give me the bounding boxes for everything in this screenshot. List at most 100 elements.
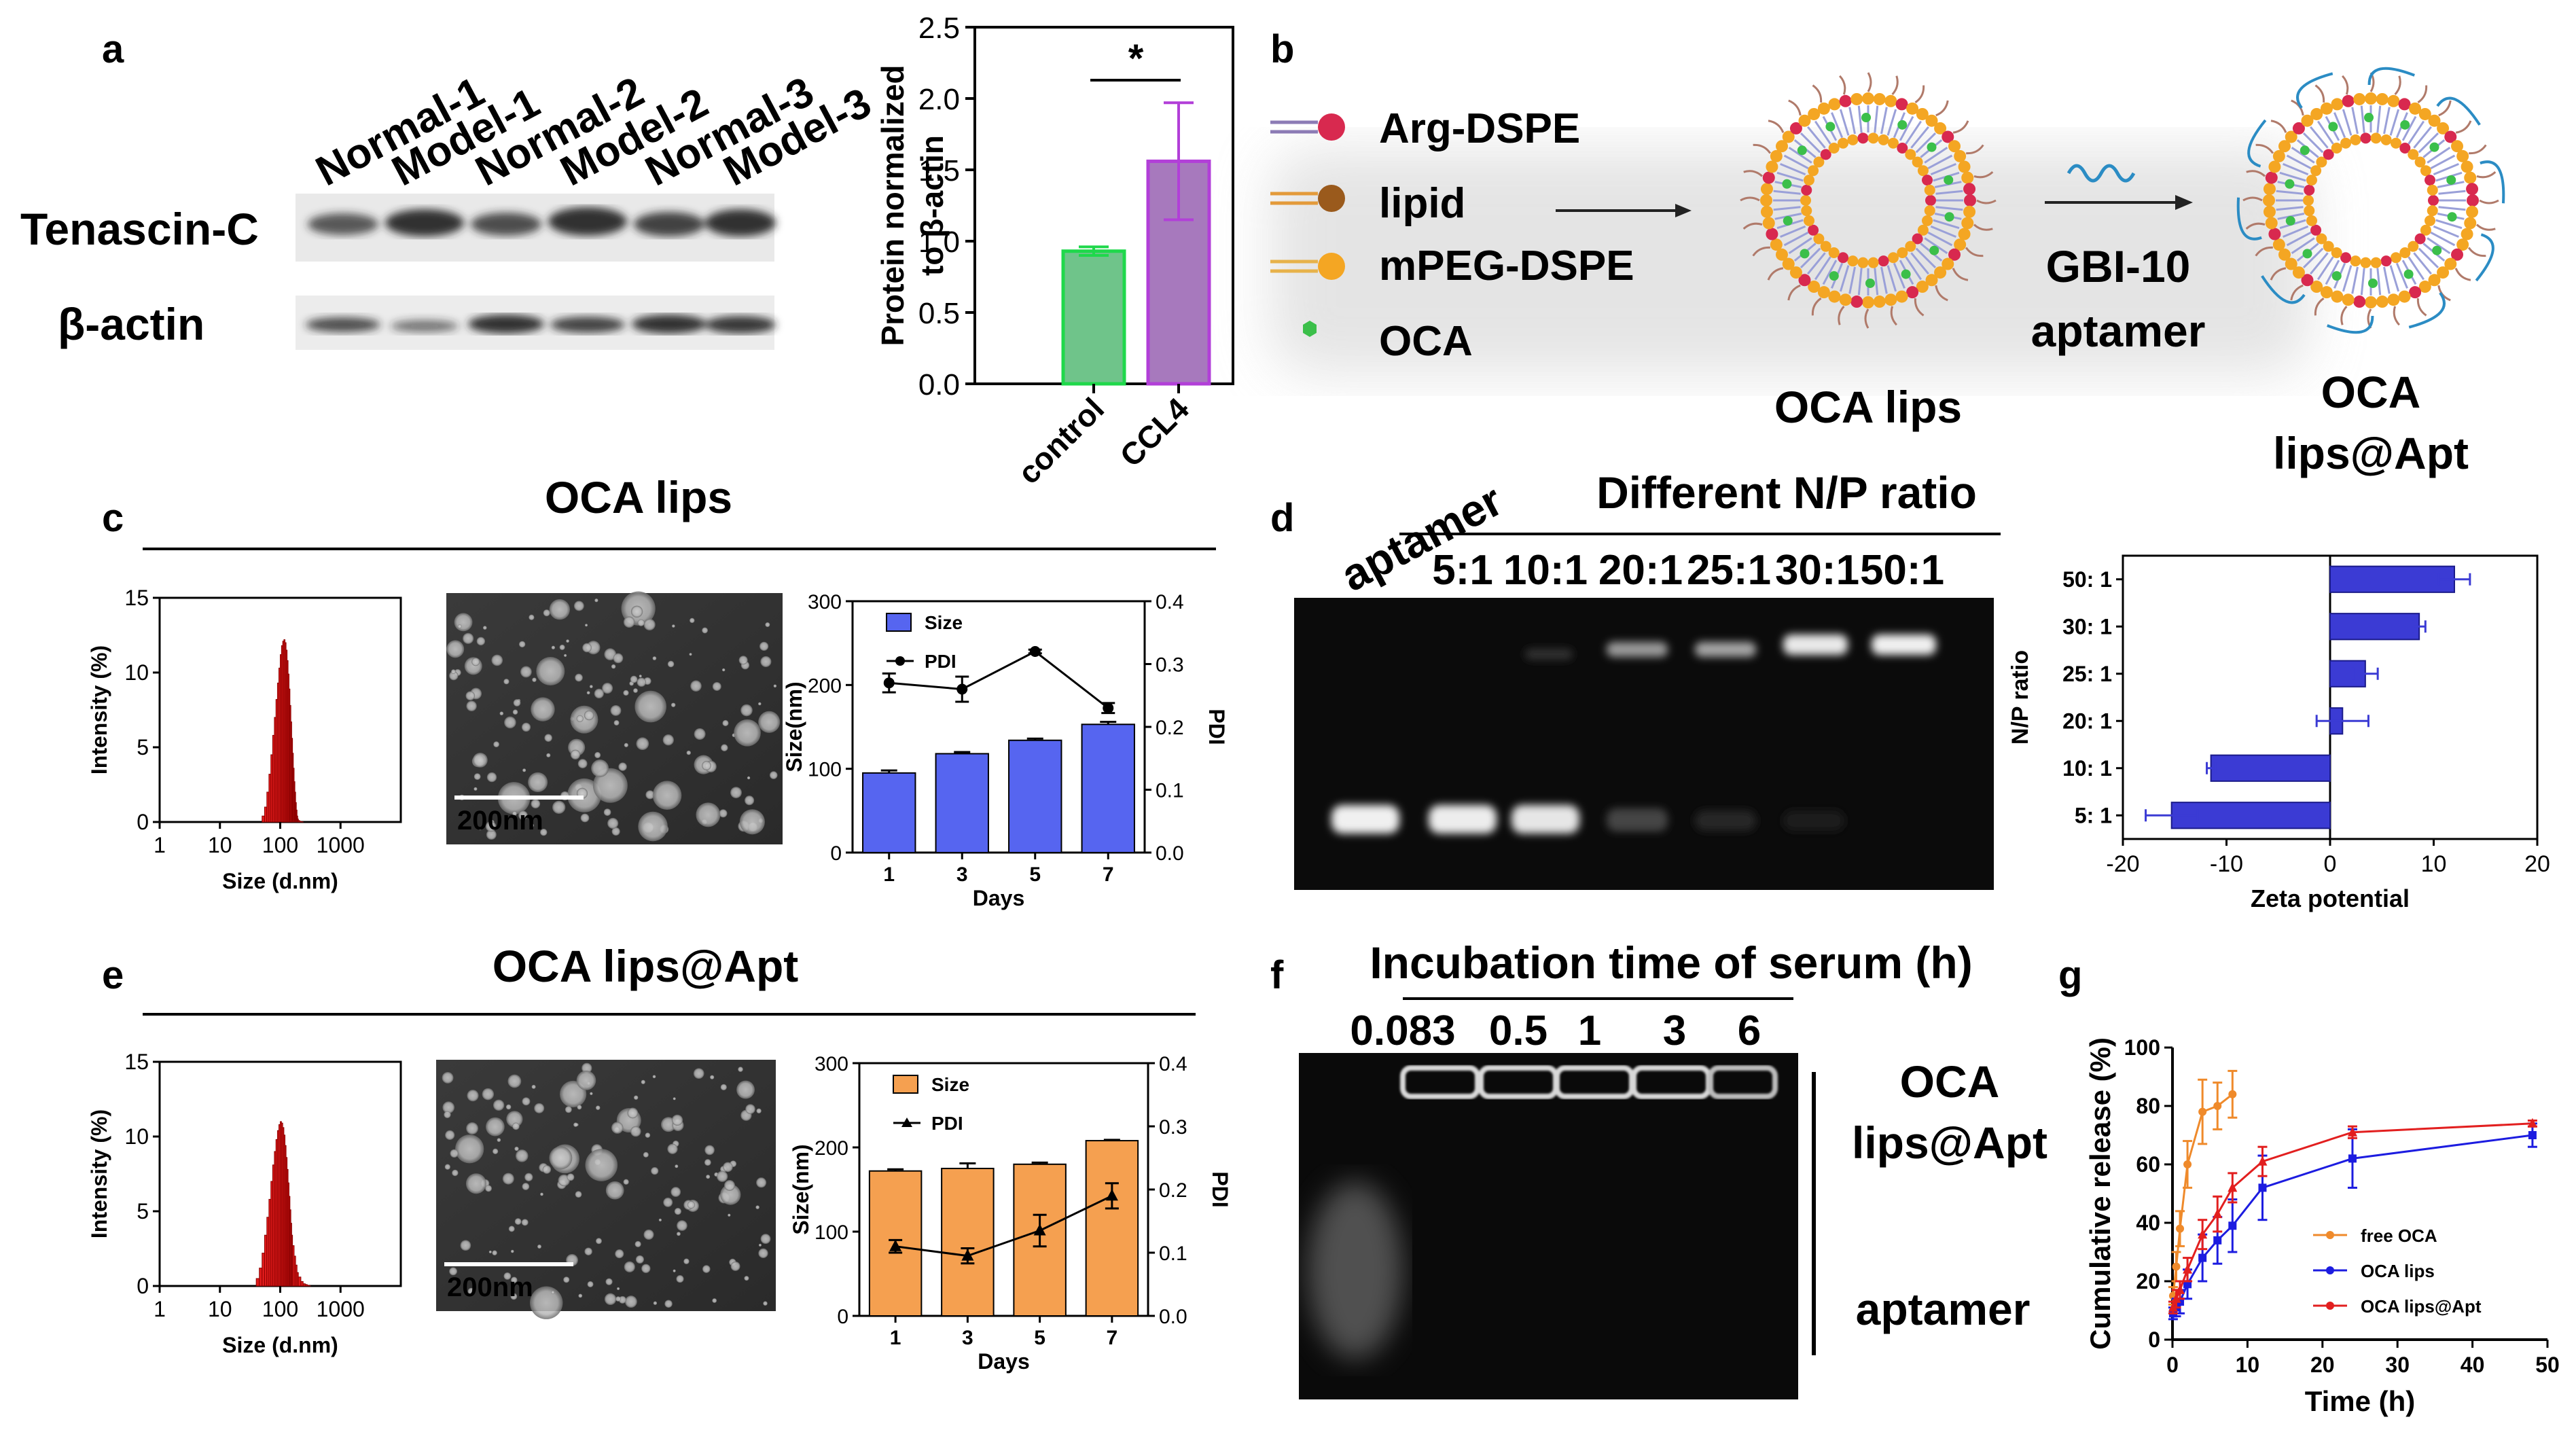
lipid-head-outer (1828, 98, 1841, 111)
oca-drug (1861, 113, 1872, 123)
oca-drug (1901, 269, 1911, 279)
y-tick-label: 200 (808, 675, 842, 697)
lipid-head-inner (2331, 247, 2342, 259)
y-axis-label: Intensity (%) (87, 645, 111, 774)
lipid-head-outer (2437, 266, 2450, 279)
lipid-head-outer (1925, 114, 1938, 127)
band (385, 209, 464, 236)
tem-particle (667, 660, 675, 668)
lipid-head-outer (2451, 248, 2464, 261)
peg-chain (1753, 143, 1772, 154)
lipid-tail (1880, 266, 1888, 294)
lipid-tail (2435, 219, 2463, 230)
tem-particle (521, 1219, 529, 1226)
tem-particle (652, 781, 682, 810)
tem-particle (471, 658, 480, 666)
tem-particle (522, 1097, 531, 1106)
lipid-head-outer (2268, 160, 2281, 173)
lipid-tail (1935, 190, 1963, 195)
lipid-tail (1886, 265, 1897, 292)
panel-b-schematic: Arg-DSPE lipid mPEG-DSPE OCA GBI-10 apta… (1270, 67, 2505, 478)
peg-chain (1743, 170, 1764, 177)
tem-particle (686, 750, 692, 755)
band (306, 317, 380, 332)
tem-particle (551, 1290, 555, 1294)
tem-particle (589, 685, 593, 689)
y-tick-label: 80 (2136, 1094, 2160, 1118)
tem-particle (722, 719, 729, 727)
lipid-head-inner (1878, 134, 1889, 145)
tem-particle (580, 813, 590, 823)
lipid-head-outer (1775, 140, 1788, 153)
lipid-head-inner (2316, 156, 2327, 168)
lipid-tail (1927, 154, 1953, 170)
tem-particle (522, 1183, 530, 1190)
gel-d-lane-25-1: 25:1 (1687, 547, 1771, 594)
tem-particle (528, 772, 548, 792)
lipid-tail (2286, 231, 2312, 247)
caption-oca: OCA (2321, 367, 2421, 417)
oca-drug (1865, 278, 1875, 288)
lipid-head-outer (2376, 296, 2389, 308)
lipid-head-inner (2425, 175, 2436, 186)
pdi-point (961, 1249, 974, 1261)
band (705, 209, 776, 236)
tem-particle (460, 1240, 471, 1251)
lipid-tail (1839, 265, 1850, 292)
lipid-tail (1848, 266, 1856, 294)
x-tick-label: 100 (262, 1297, 298, 1321)
peg-chain (1976, 199, 1997, 204)
tem-particle (624, 1295, 637, 1308)
lipid-tail (1915, 247, 1937, 269)
y-tick-label: 15 (124, 586, 149, 610)
y2-tick-label: 0.4 (1159, 1053, 1187, 1075)
lipid-head-inner (2425, 215, 2436, 226)
peg-chain (1811, 297, 1822, 316)
x-axis-label: Days (973, 886, 1025, 910)
tem-particle (476, 637, 486, 646)
lipid-head-inner (2323, 240, 2334, 252)
zeta-bar (2329, 565, 2455, 593)
tem-particle (696, 802, 721, 827)
lipid-head-outer (1954, 238, 1967, 251)
lipid-head-inner (1897, 247, 1908, 259)
panel-e-title: OCA lips@Apt (493, 941, 799, 991)
lipid-tail (1924, 237, 1948, 255)
lipid-head-outer (1942, 130, 1954, 143)
lipid-head-outer (1958, 228, 1971, 240)
lipid-tail (1848, 107, 1856, 135)
tem-particle (551, 645, 556, 649)
tem-particle (518, 641, 526, 648)
panel-c-title: OCA lips (545, 472, 732, 522)
gel-d-band (1607, 642, 1668, 657)
tem-particle (756, 1108, 762, 1114)
panel-letter-d: d (1270, 496, 1294, 540)
peg-chain (1965, 247, 1984, 257)
oca-drug (2285, 216, 2295, 226)
oca-drug (2432, 245, 2442, 255)
y2-axis-label: PDI (1204, 709, 1229, 745)
legend-size-swatch (886, 613, 912, 632)
y2-tick-label: 0.3 (1159, 1116, 1187, 1139)
tem-particle (675, 1164, 679, 1168)
tem-particle (672, 624, 675, 628)
tem-particle (637, 619, 645, 626)
x-tick-label: 1000 (317, 833, 365, 857)
histogram-bar (259, 1268, 263, 1287)
tem-particle (652, 656, 657, 660)
lipid-tail (2433, 163, 2459, 176)
tem-particle (645, 790, 655, 800)
pdi-point (956, 683, 968, 695)
lipid-head-outer (2331, 290, 2344, 303)
size-bar (1081, 723, 1135, 854)
lipid-head-outer (2466, 205, 2479, 218)
lipid-tail (1788, 146, 1812, 164)
tem-particle (442, 1101, 455, 1113)
tem-particle (639, 675, 642, 678)
tem-particle (563, 1276, 570, 1283)
tem-particle (630, 605, 643, 618)
tem-particle (530, 823, 535, 827)
tem-particle (758, 711, 781, 733)
series-point (2348, 1154, 2357, 1163)
tem-particle (473, 773, 481, 781)
